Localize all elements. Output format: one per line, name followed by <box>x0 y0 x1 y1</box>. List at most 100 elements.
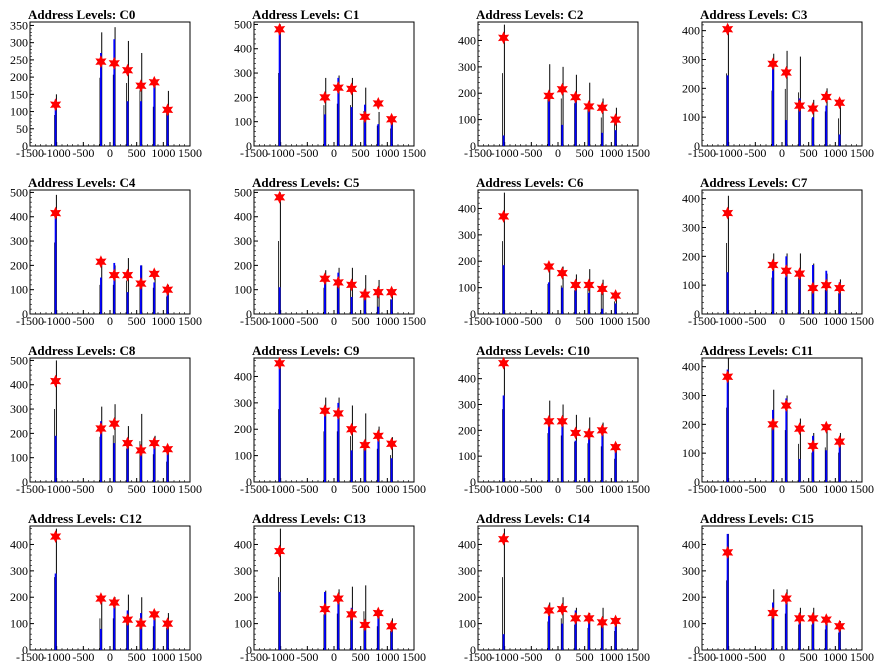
peak-marker <box>346 278 358 292</box>
y-tick-label: 200 <box>10 258 28 272</box>
chart-svg: Address Levels: C0 0 50 100 150 200 250 300 350 -… <box>10 7 202 160</box>
peak-marker <box>543 260 555 273</box>
x-tick-label: 1500 <box>626 314 650 328</box>
chart-svg: Address Levels: C10100200300400500-1500-… <box>234 7 426 160</box>
plot-frame <box>29 21 191 147</box>
x-tick-label: -1500 <box>16 314 44 328</box>
x-tick-label: 1500 <box>178 314 202 328</box>
y-tick-label: 500 <box>234 17 252 31</box>
x-tick-label: 1500 <box>626 650 650 664</box>
peak-marker <box>820 90 832 104</box>
x-tick-label: 0 <box>555 482 561 496</box>
x-tick-label: -1000 <box>715 314 743 328</box>
chart-svg: Address Levels: C40100200300400500-1500-… <box>10 175 202 328</box>
x-tick-label: 1500 <box>402 482 426 496</box>
chart-title: Address Levels: C0 <box>28 7 135 22</box>
x-tick-label: -500 <box>520 482 542 496</box>
peak-marker <box>135 443 147 457</box>
x-tick-label: -500 <box>744 314 766 328</box>
peak-marker <box>767 417 779 431</box>
peak-marker <box>319 272 331 286</box>
peak-marker <box>543 414 555 428</box>
chart-panel: Address Levels: C15 0 100 200 300 400 -1500 -10… <box>672 504 896 672</box>
chart-panel: Address Levels: C0 0 50 100 150 200 250 300 350 -… <box>0 0 224 168</box>
y-tick-label: 250 <box>10 53 28 67</box>
peak-marker <box>319 602 331 616</box>
y-tick-label: 400 <box>682 537 700 551</box>
x-tick-label: 0 <box>107 650 113 664</box>
x-tick-label: 1500 <box>850 482 874 496</box>
y-tick-label: 0 <box>470 475 476 489</box>
plot-frame <box>29 189 191 315</box>
x-tick-label: 0 <box>107 314 113 328</box>
peak-marker <box>135 617 147 631</box>
x-tick-label: 1500 <box>850 146 874 160</box>
peak-marker <box>722 370 734 384</box>
x-tick-label: 1500 <box>850 650 874 664</box>
peak-marker <box>556 266 568 280</box>
x-tick-label: 1000 <box>375 146 399 160</box>
peak-marker <box>108 56 120 70</box>
x-tick-label: 0 <box>555 650 561 664</box>
x-tick-label: 1500 <box>402 650 426 664</box>
y-tick-label: 300 <box>682 564 700 578</box>
y-tick-label: 0 <box>694 643 700 657</box>
peak-marker <box>807 102 819 115</box>
x-tick-label: 1500 <box>626 482 650 496</box>
x-tick-label: 1000 <box>151 650 175 664</box>
peak-marker <box>135 277 147 291</box>
y-tick-label: 150 <box>10 87 28 101</box>
peak-marker <box>148 75 160 89</box>
peak-marker <box>556 602 568 616</box>
x-tick-label: -1000 <box>267 146 295 160</box>
peak-marker <box>596 282 608 296</box>
x-tick-label: 1000 <box>599 146 623 160</box>
x-tick-label: 1000 <box>823 314 847 328</box>
peak-marker <box>583 278 595 292</box>
peak-marker <box>543 603 555 617</box>
y-tick-label: 300 <box>682 220 700 234</box>
x-tick-label: 1000 <box>599 314 623 328</box>
x-tick-label: -500 <box>296 146 318 160</box>
x-tick-label: -1500 <box>16 482 44 496</box>
x-tick-label: 1500 <box>178 650 202 664</box>
chart-panel: Address Levels: C4 0 100 200 300 400 500 -1500-… <box>0 168 224 336</box>
chart-panel: Address Levels: C12 0 100 200 300 400 -1500 -10… <box>0 504 224 672</box>
y-tick-label: 100 <box>458 449 476 463</box>
plot-frame <box>29 525 191 651</box>
chart-title: Address Levels: C4 <box>28 175 136 190</box>
chart-panel: Address Levels: C11 0 100 200 300 400 -1500 -10… <box>672 336 896 504</box>
y-tick-label: 200 <box>682 590 700 604</box>
peak-marker <box>807 611 819 625</box>
plot-frame <box>253 21 415 147</box>
x-tick-label: -1000 <box>491 650 519 664</box>
y-tick-label: 200 <box>458 423 476 437</box>
x-tick-label: -1500 <box>240 650 268 664</box>
peak-marker <box>794 99 806 113</box>
x-tick-label: 0 <box>779 314 785 328</box>
y-tick-label: 100 <box>10 283 28 297</box>
chart-svg: Address Levels: C3 0 100 200 300 400 -1500-100… <box>682 7 874 160</box>
plot-frame <box>253 189 415 315</box>
x-tick-label: 0 <box>331 146 337 160</box>
peak-marker <box>274 22 286 36</box>
x-tick-label: -500 <box>72 314 94 328</box>
x-tick-label: 500 <box>800 146 818 160</box>
peak-marker <box>570 611 582 625</box>
y-tick-label: 200 <box>682 81 700 95</box>
y-tick-label: 300 <box>234 396 252 410</box>
x-tick-label: -500 <box>744 146 766 160</box>
chart-title: Address Levels: C9 <box>252 343 360 358</box>
peak-marker <box>50 374 62 388</box>
chart-panel: Address Levels: C3 0 100 200 300 400 -1500 -100… <box>672 0 896 168</box>
x-tick-label: 0 <box>555 146 561 160</box>
y-tick-label: 200 <box>458 254 476 268</box>
x-tick-label: 500 <box>128 650 146 664</box>
x-tick-label: -1500 <box>464 650 492 664</box>
x-tick-label: 0 <box>779 482 785 496</box>
chart-title: Address Levels: C11 <box>700 343 813 358</box>
x-tick-label: 1000 <box>151 146 175 160</box>
x-tick-label: -1500 <box>240 482 268 496</box>
chart-svg: Address Levels: C80100200300400500-1500-… <box>10 343 202 496</box>
peak-marker <box>780 399 792 413</box>
